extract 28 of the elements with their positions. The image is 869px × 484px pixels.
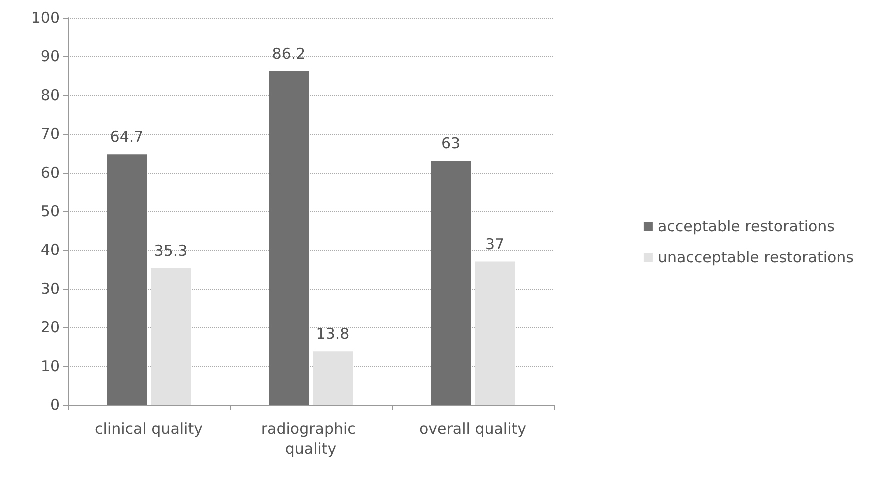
x-tick-label: overall quality xyxy=(419,420,527,438)
bar xyxy=(475,262,515,405)
x-tick-label: clinical quality xyxy=(95,420,204,438)
y-tick-label: 100 xyxy=(31,9,60,27)
y-tick-label: 80 xyxy=(40,86,60,104)
bar xyxy=(151,268,191,405)
data-label: 86.2 xyxy=(272,44,306,63)
bar xyxy=(313,352,353,405)
bar xyxy=(269,71,309,405)
bar xyxy=(431,161,471,405)
y-tick-label: 50 xyxy=(40,202,60,220)
y-tick-label: 20 xyxy=(40,318,60,337)
y-tick-label: 40 xyxy=(40,241,60,260)
data-label: 35.3 xyxy=(154,242,188,260)
legend-label: unacceptable restorations xyxy=(658,248,854,266)
y-tick-label: 60 xyxy=(40,164,60,182)
legend-label: acceptable restorations xyxy=(658,218,836,236)
data-label: 64.7 xyxy=(110,128,144,146)
data-label: 37 xyxy=(485,235,505,254)
x-tick-label: radiographic quality xyxy=(261,420,361,458)
y-tick-label: 30 xyxy=(40,280,60,298)
y-tick-label: 90 xyxy=(40,48,60,66)
y-tick-label: 0 xyxy=(50,396,60,414)
data-label: 63 xyxy=(441,134,461,153)
bar xyxy=(107,154,147,405)
data-label: 13.8 xyxy=(316,325,350,344)
y-tick-label: 70 xyxy=(40,125,60,144)
y-tick-label: 10 xyxy=(40,357,60,376)
